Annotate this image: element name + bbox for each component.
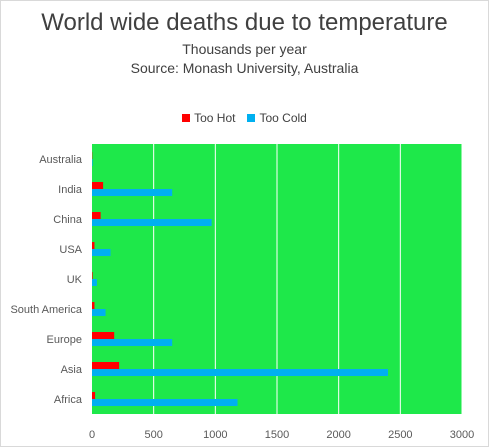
chart-legend: Too Hot Too Cold — [1, 111, 488, 125]
y-category-label: UK — [67, 274, 83, 286]
y-category-label: Europe — [47, 334, 82, 346]
y-category-label: China — [53, 214, 83, 226]
bar-too-hot — [92, 212, 101, 219]
bar-too-hot — [92, 392, 96, 399]
bar-too-cold — [92, 309, 106, 316]
bar-too-hot — [92, 302, 95, 309]
x-tick-label: 0 — [89, 429, 95, 441]
y-category-label: USA — [59, 244, 82, 256]
y-category-label: Africa — [54, 394, 83, 406]
x-tick-label: 1500 — [265, 429, 289, 441]
bar-too-cold — [92, 159, 93, 166]
bar-too-hot — [92, 332, 115, 339]
legend-label-too-cold: Too Cold — [259, 111, 307, 125]
x-tick-label: 500 — [144, 429, 162, 441]
legend-item-too-hot: Too Hot — [182, 111, 235, 125]
legend-item-too-cold: Too Cold — [247, 111, 307, 125]
x-tick-label: 2500 — [388, 429, 412, 441]
bar-too-cold — [92, 249, 111, 256]
x-tick-label: 3000 — [450, 429, 474, 441]
bar-too-hot — [92, 362, 120, 369]
legend-swatch-too-hot — [182, 114, 191, 122]
x-tick-label: 2000 — [326, 429, 350, 441]
y-category-label: Asia — [61, 364, 83, 376]
bar-too-hot — [92, 242, 95, 249]
legend-swatch-too-cold — [247, 114, 256, 122]
chart-subtitle-source: Source: Monash University, Australia — [130, 60, 359, 76]
y-category-label: India — [58, 184, 83, 196]
bar-too-cold — [92, 189, 173, 196]
chart-subtitle-units: Thousands per year — [182, 41, 307, 57]
bar-too-cold — [92, 369, 388, 376]
bar-too-hot — [92, 272, 93, 279]
bar-too-cold — [92, 279, 97, 286]
y-category-label: South America — [10, 304, 82, 316]
bar-too-cold — [92, 219, 212, 226]
chart-title: World wide deaths due to temperature — [41, 9, 448, 36]
bar-too-cold — [92, 399, 238, 406]
y-category-label: Australia — [39, 154, 83, 166]
bar-too-hot — [92, 182, 104, 189]
x-tick-label: 1000 — [203, 429, 227, 441]
bar-too-cold — [92, 339, 173, 346]
legend-label-too-hot: Too Hot — [194, 111, 236, 125]
